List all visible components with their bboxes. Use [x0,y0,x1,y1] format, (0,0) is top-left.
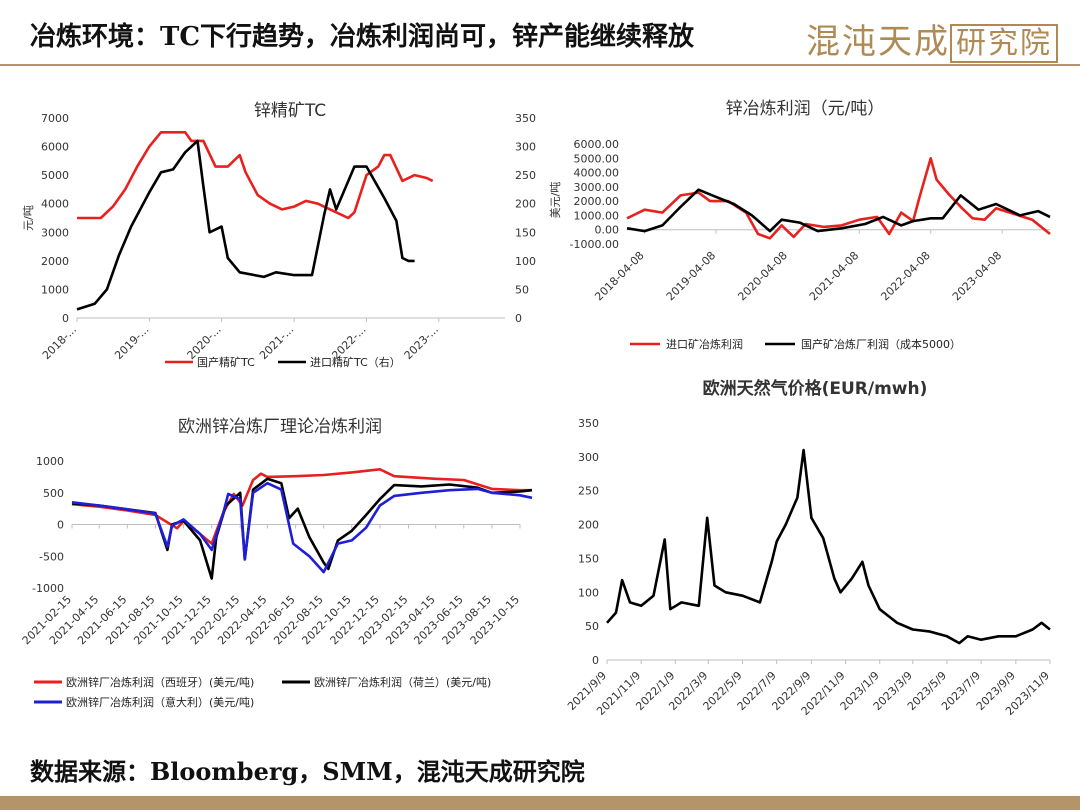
chart-title: 锌冶炼利润（元/吨） [726,99,885,119]
header-divider [0,64,1080,66]
y-tick-label: 7000 [41,112,69,125]
y2-tick-label: 0 [515,312,522,325]
x-tick-label: 2022-04-08 [878,249,932,303]
series-line-red [77,130,434,220]
legend-label: 国产矿冶炼厂利润（成本5000） [801,337,961,351]
y-tick-label: -1000.00 [570,238,619,251]
y-axis-label: 美元/吨 [549,182,562,219]
y-tick-label: 3000.00 [574,181,620,194]
chart-eu-gas-price: 欧洲天然气价格(EUR/mwh)350300250200150100500202… [565,378,1052,718]
series-line-black [76,139,415,311]
x-tick-label: 2023-04-08 [950,249,1004,303]
data-source: 数据来源：Bloomberg，SMM，混沌天成研究院 [30,757,585,786]
legend-label: 国产精矿TC [197,355,255,369]
y2-tick-label: 50 [515,283,529,296]
y-tick-label: 350 [578,417,599,430]
brand-logo: 混沌天成 研究院 [806,14,1058,63]
x-tick-label: 2018-04-08 [592,249,646,303]
y2-tick-label: 250 [515,169,536,182]
y-tick-label: 0 [57,519,64,532]
y2-tick-label: 100 [515,255,536,268]
y-tick-label: 500 [43,487,64,500]
footer-bar [0,796,1080,810]
page-title: 冶炼环境：TC下行趋势，冶炼利润尚可，锌产能继续释放 [30,22,695,52]
y-tick-label: 4000.00 [574,167,620,180]
chart-smelting-profit: 锌冶炼利润（元/吨）6000.005000.004000.003000.0020… [549,99,1051,351]
x-tick-label: 2023-... [402,323,441,362]
y-tick-label: 200 [578,519,599,532]
series-line-red [71,467,532,545]
chart-title: 欧洲锌冶炼厂理论冶炼利润 [178,417,382,437]
y-axis-label: 元/吨 [22,205,35,231]
y-tick-label: 1000 [36,455,64,468]
x-tick-label: 2021-04-08 [807,249,861,303]
x-tick-label: 2019-04-08 [664,249,718,303]
x-tick-label: 2021-... [257,323,296,362]
chart-zinc-tc: 锌精矿TC70006000500040003000200010000350300… [22,101,536,369]
legend-label: 欧洲锌厂冶炼利润（意大利）(美元/吨) [66,695,254,709]
y-tick-label: 250 [578,485,599,498]
y-tick-label: 1000 [41,283,69,296]
x-tick-label: 2020-04-08 [735,249,789,303]
chart-title: 锌精矿TC [254,101,326,121]
y-tick-label: 100 [578,586,599,599]
y-tick-label: 300 [578,451,599,464]
y2-tick-label: 150 [515,226,536,239]
y2-tick-label: 350 [515,112,536,125]
x-tick-label: 2018-... [40,323,79,362]
y-tick-label: 5000 [41,169,69,182]
y-tick-label: 1000.00 [574,209,620,222]
y2-tick-label: 300 [515,141,536,154]
chart-title: 欧洲天然气价格(EUR/mwh) [703,378,928,399]
y-tick-label: 2000.00 [574,195,620,208]
brand-box: 研究院 [950,24,1058,63]
chart-eu-smelter-profit: 欧洲锌冶炼厂理论冶炼利润10005000-500-10002021-02-152… [20,417,533,709]
y-tick-label: 0.00 [595,224,620,237]
x-tick-label: 2019-... [112,323,151,362]
y-tick-label: 2000 [41,255,69,268]
y-tick-label: 6000.00 [574,138,620,151]
y-tick-label: -500 [39,550,64,563]
brand-name: 混沌天成 [806,22,950,62]
series-line-black [606,448,1051,645]
y2-tick-label: 200 [515,198,536,211]
y-tick-label: 150 [578,552,599,565]
legend-label: 欧洲锌厂冶炼利润（西班牙）(美元/吨) [66,675,254,689]
y-tick-label: 50 [585,620,599,633]
y-tick-label: 3000 [41,226,69,239]
y-tick-label: 6000 [41,141,69,154]
series-line-black [71,477,533,580]
legend-label: 欧洲锌厂冶炼利润（荷兰）(美元/吨) [314,675,491,689]
series-line-black [626,188,1051,233]
y-tick-label: 4000 [41,198,69,211]
series-line-blue [71,481,533,574]
legend-label: 进口矿冶炼利润 [666,337,743,351]
y-tick-label: 5000.00 [574,152,620,165]
y-tick-label: -1000 [32,582,64,595]
series-line-red [626,157,1051,240]
y-tick-label: 0 [592,654,599,667]
legend-label: 进口精矿TC（右） [310,355,401,369]
y-tick-label: 0 [62,312,69,325]
